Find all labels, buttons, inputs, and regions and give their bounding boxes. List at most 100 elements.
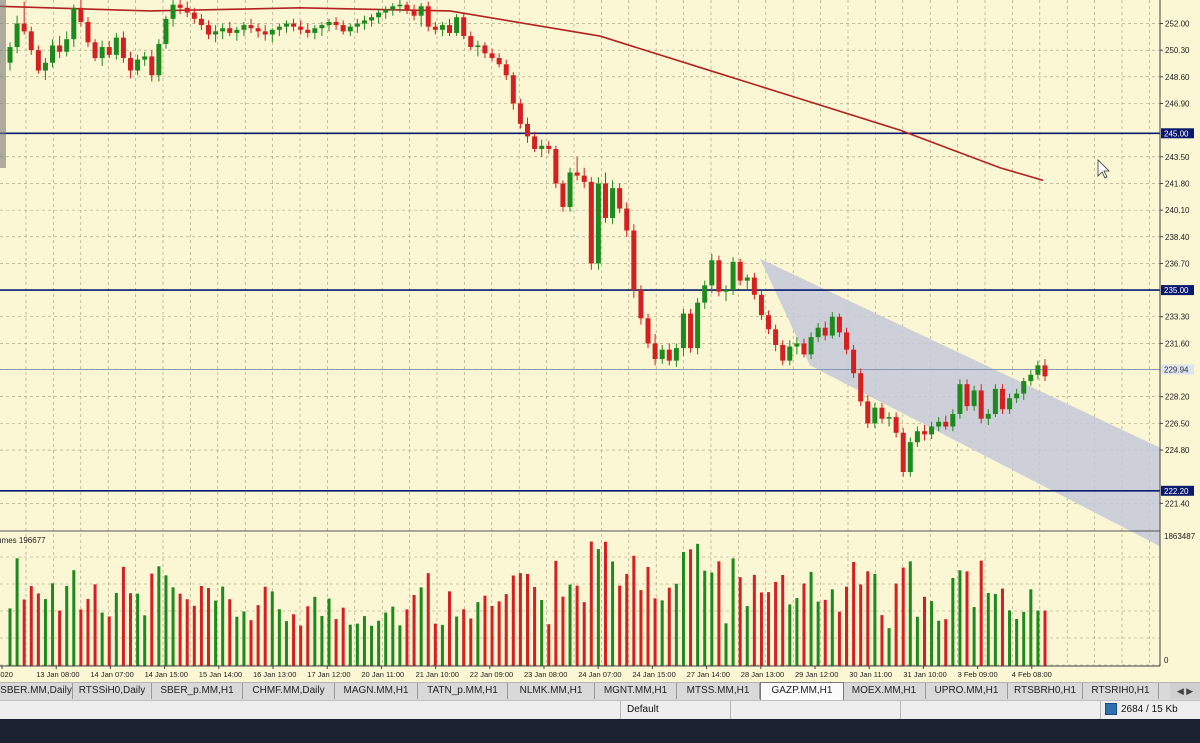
volume-bar: [469, 618, 473, 666]
candle-bearish: [602, 183, 608, 218]
price-tick-label: 233.30: [1165, 313, 1190, 322]
volume-bar: [540, 600, 544, 666]
chart-tab-chmf-mm-daily[interactable]: CHMF.MM,Daily: [243, 683, 335, 699]
price-axis-background: [1160, 0, 1200, 682]
candle-bearish: [978, 390, 984, 419]
candle-bearish: [255, 28, 261, 32]
volume-bar: [781, 574, 785, 666]
volume-bar: [143, 615, 147, 666]
volume-bar: [36, 593, 40, 666]
volume-bar: [490, 605, 494, 666]
candle-bearish: [964, 384, 970, 407]
chart-tab-tatn-p-mm-h1[interactable]: TATN_p.MM,H1: [418, 683, 508, 699]
chart-tab-moex-mm-h1[interactable]: MOEX.MM,H1: [843, 683, 926, 699]
volume-bar: [405, 609, 409, 666]
chart-tab-sber-mm-daily[interactable]: SBER.MM,Daily: [0, 683, 73, 699]
candle-bearish: [128, 58, 134, 71]
candle-bearish: [737, 261, 743, 281]
time-tick-label: 23 Jan 08:00: [524, 670, 567, 679]
mouse-cursor-icon: [1097, 159, 1110, 179]
candle-bearish: [432, 26, 438, 30]
price-tick-label: 235.00: [1164, 286, 1189, 295]
price-tick-label: 231.60: [1165, 339, 1190, 348]
candle-bullish: [794, 343, 800, 347]
candle-bullish: [914, 431, 920, 443]
chart-tab-upro-mm-h1[interactable]: UPRO.MM,H1: [926, 683, 1008, 699]
volume-bar: [986, 593, 990, 666]
taskbar-strip: [0, 719, 1200, 743]
candle-bearish: [1042, 365, 1048, 377]
candle-bearish: [425, 6, 431, 27]
volume-bar: [731, 558, 735, 666]
candle-bearish: [305, 29, 311, 33]
candle-bearish: [35, 50, 41, 71]
volume-bar: [880, 615, 884, 666]
status-bar: Default 2684 / 15 Kb: [0, 700, 1200, 719]
candle-bullish: [64, 39, 70, 52]
candle-bullish: [730, 261, 736, 291]
tab-scroll-arrows[interactable]: ◀ ▶: [1170, 683, 1200, 699]
chart-tab-mgnt-mm-h1[interactable]: MGNT.MM,H1: [595, 683, 677, 699]
volume-bar: [646, 566, 650, 666]
chart-tab-rtssih0-daily[interactable]: RTSSiH0,Daily: [73, 683, 152, 699]
volume-bar: [710, 572, 714, 666]
time-tick-label: 17 Jan 12:00: [307, 670, 350, 679]
chart-tab-rtsbrh0-h1[interactable]: RTSBRH0,H1: [1008, 683, 1083, 699]
candle-bearish: [532, 136, 538, 149]
candle-bearish: [851, 349, 857, 374]
volume-bar: [504, 594, 508, 666]
chart-tab-gazp-mm-h1[interactable]: GAZP.MM,H1: [760, 682, 844, 701]
chart-tab-mtss-mm-h1[interactable]: MTSS.MM,H1: [677, 683, 760, 699]
chart-tab-magn-mm-h1[interactable]: MAGN.MM,H1: [335, 683, 418, 699]
candle-bullish: [475, 45, 481, 48]
volume-bar: [625, 573, 629, 666]
volume-bar: [887, 628, 891, 666]
volume-bar: [816, 601, 820, 666]
candle-bearish: [822, 327, 828, 336]
candle-bearish: [191, 12, 197, 19]
chart-tab-nlmk-mm-h1[interactable]: NLMK.MM,H1: [508, 683, 595, 699]
candle-bearish: [92, 42, 98, 59]
candle-bearish: [404, 4, 410, 10]
chart-tab-rtsrih0-h1[interactable]: RTSRIH0,H1: [1083, 683, 1159, 699]
candle-bearish: [836, 316, 842, 333]
volume-bar: [809, 571, 813, 666]
candle-bullish: [234, 29, 240, 33]
candle-bullish: [957, 384, 963, 414]
volume-bar: [759, 592, 763, 666]
volume-bar: [100, 612, 104, 666]
volume-max-label: 1863487: [1164, 532, 1196, 541]
candle-bearish: [645, 318, 651, 344]
candle-bearish: [581, 175, 587, 182]
volume-bar: [660, 600, 664, 666]
volume-bar: [1029, 589, 1033, 666]
volume-bar: [476, 602, 480, 666]
candle-bearish: [496, 58, 502, 65]
candle-bullish: [815, 327, 821, 338]
candle-bearish: [489, 53, 495, 59]
volume-bar: [632, 555, 636, 666]
price-chart[interactable]: Volumes 196677 252.00 250.30 248.60 246.90 24…: [0, 0, 1200, 682]
level-price-tag: [1161, 128, 1194, 139]
volume-bar: [618, 585, 622, 666]
volume-bar: [199, 586, 203, 666]
candle-bearish: [291, 23, 297, 27]
traffic-cell: 2684 / 15 Kb: [1100, 701, 1200, 719]
volume-bar: [866, 571, 870, 666]
volume-bar: [370, 625, 374, 666]
candle-bullish: [14, 23, 20, 48]
candle-bullish: [319, 25, 325, 29]
profile-cell[interactable]: Default: [620, 701, 737, 719]
volume-bar: [795, 598, 799, 666]
chart-tab-sber-p-mm-h1[interactable]: SBER_p.MM,H1: [152, 683, 243, 699]
volume-bar: [129, 593, 133, 666]
candle-bearish: [248, 25, 254, 29]
candle-bearish: [999, 388, 1005, 410]
volume-bar: [752, 574, 756, 666]
candle-bullish: [1014, 393, 1020, 399]
candle-bullish: [673, 348, 679, 361]
volume-bar: [299, 625, 303, 666]
candle-bullish: [680, 313, 686, 349]
volume-bar: [313, 596, 317, 666]
volume-bar: [568, 584, 572, 666]
